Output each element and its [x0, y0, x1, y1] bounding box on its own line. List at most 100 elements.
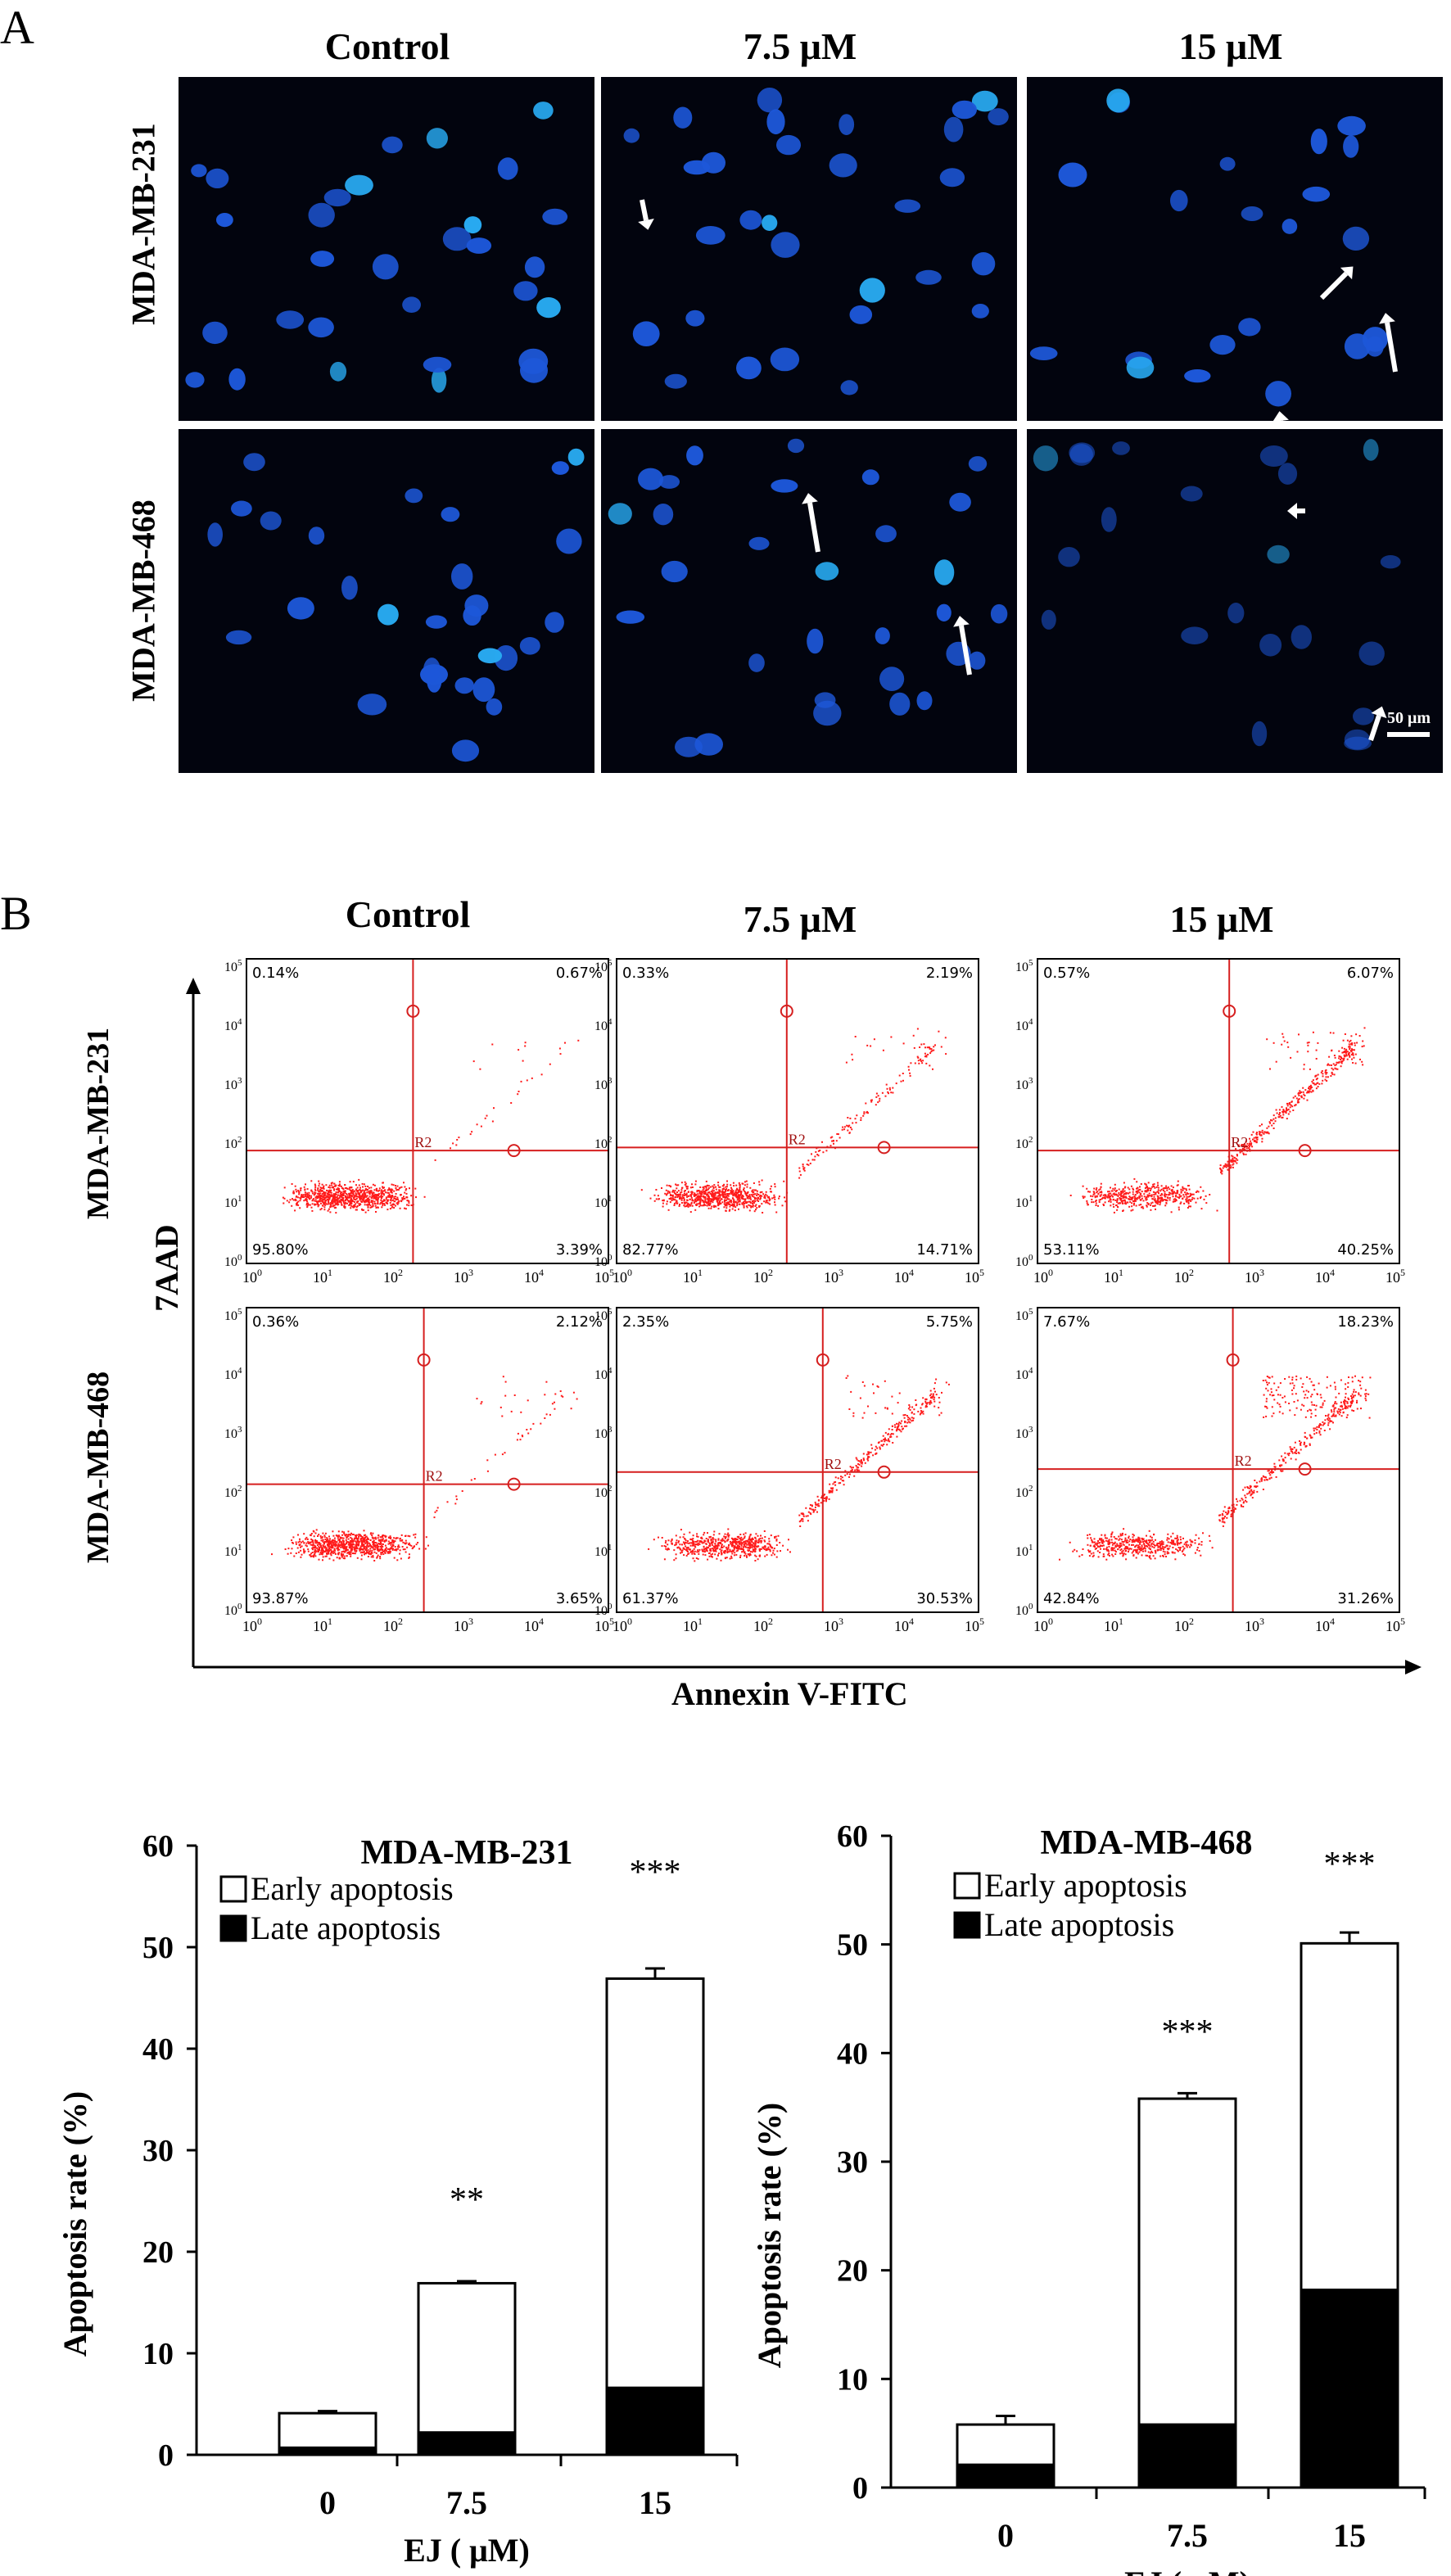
panel-b-letter: B — [0, 887, 32, 940]
bar-early — [278, 2411, 377, 2449]
quadrant-label-ul: 0.57% — [1043, 965, 1091, 982]
panel-a-col-15: 15 μM — [1178, 25, 1283, 67]
gate-handle — [780, 1004, 793, 1018]
x-tick-label: 15 — [1333, 2517, 1366, 2554]
significance-marker: *** — [1162, 2013, 1214, 2051]
bar-late — [1300, 2289, 1399, 2489]
flow-x-axis-title: Annexin V-FITC — [671, 1675, 908, 1712]
quadrant-label-ll: 42.84% — [1043, 1590, 1100, 1607]
gate-handle — [507, 1477, 521, 1491]
legend-label: Early apoptosis — [251, 1870, 454, 1907]
gate-handle — [1298, 1144, 1312, 1158]
quadrant-label-ll: 82.77% — [622, 1241, 679, 1259]
quadrant-label-lr: 30.53% — [916, 1590, 973, 1607]
y-tick-label: 30 — [142, 2134, 174, 2168]
quadrant-label-ul: 0.33% — [622, 965, 670, 982]
y-tick-label: 40 — [142, 2032, 174, 2067]
chart-title: MDA-MB-231 — [361, 1834, 573, 1872]
x-tick-label: 15 — [639, 2484, 671, 2521]
quadrant-label-lr: 3.39% — [555, 1241, 603, 1259]
quadrant-label-ul: 0.36% — [252, 1313, 300, 1331]
y-tick-label: 40 — [837, 2036, 868, 2071]
gate-label: R2 — [1231, 1134, 1248, 1150]
legend-swatch — [953, 1872, 981, 1900]
y-tick-label: 0 — [158, 2438, 174, 2473]
y-tick-label: 50 — [837, 1928, 868, 1963]
micrograph-r1-c0 — [179, 429, 594, 773]
panel-a-col-control: Control — [324, 25, 450, 67]
quadrant-label-ul: 7.67% — [1043, 1313, 1091, 1331]
micrograph-r0-c0 — [179, 77, 594, 421]
gate-handle — [877, 1141, 891, 1155]
y-tick-label: 10 — [142, 2337, 174, 2371]
quadrant-label-ur: 2.12% — [555, 1313, 603, 1331]
gate-handle — [877, 1465, 891, 1479]
significance-marker: *** — [1324, 1846, 1376, 1883]
micrograph-r1-c1 — [601, 429, 1017, 773]
panel-b-col-15: 15 μM — [1169, 898, 1274, 940]
bar-late — [417, 2431, 517, 2456]
quadrant-label-ur: 0.67% — [555, 965, 603, 982]
quadrant-label-ur: 18.23% — [1337, 1313, 1394, 1331]
panel-a-letter: A — [0, 1, 34, 54]
scale-bar-label: 50 μm — [1387, 709, 1431, 727]
legend-label: Late apoptosis — [984, 1906, 1174, 1943]
bar-late — [956, 2463, 1055, 2489]
legend-swatch — [219, 1875, 247, 1903]
gate-handle — [1298, 1462, 1312, 1476]
y-axis-title: Apoptosis rate (%) — [57, 2091, 93, 2357]
quadrant-label-lr: 31.26% — [1337, 1590, 1394, 1607]
bar-late — [1137, 2423, 1237, 2489]
gate-handle — [417, 1353, 431, 1367]
legend-label: Early apoptosis — [984, 1867, 1187, 1904]
y-tick-label: 20 — [142, 2235, 174, 2270]
quadrant-label-ll: 53.11% — [1043, 1241, 1100, 1259]
quadrant-label-ul: 0.14% — [252, 965, 300, 982]
y-tick-label: 50 — [142, 1931, 174, 1965]
quadrant-label-ll: 93.87% — [252, 1590, 309, 1607]
bar-early — [417, 2281, 517, 2434]
x-tick-label: 7.5 — [1167, 2517, 1208, 2554]
y-tick-label: 30 — [837, 2145, 868, 2180]
flow-plot-r1-c2: R2 100 100 101 101 102 102 103 103 104 104 105 105 7.… — [1015, 1307, 1405, 1634]
y-tick-label: 10 — [837, 2362, 868, 2397]
legend-swatch — [219, 1914, 247, 1942]
quadrant-label-lr: 40.25% — [1337, 1241, 1394, 1259]
y-tick-label: 0 — [852, 2471, 868, 2506]
y-tick-label: 20 — [837, 2254, 868, 2289]
flow-plot-r0-c0: R2 100 100 101 101 102 102 103 103 104 104 105 105 0.… — [224, 958, 614, 1286]
x-tick-label: 7.5 — [446, 2484, 487, 2521]
significance-marker: ** — [450, 2181, 484, 2219]
gate-label: R2 — [426, 1468, 443, 1485]
flow-plot-r1-c1: R2 100 100 101 101 102 102 103 103 104 104 105 105 2.… — [594, 1307, 984, 1634]
gate-label: R2 — [1235, 1453, 1252, 1469]
scale-bar — [1387, 732, 1430, 737]
chart-title: MDA-MB-468 — [1041, 1824, 1253, 1862]
gate-handle — [507, 1144, 521, 1158]
gate-label: R2 — [789, 1131, 806, 1147]
gate-label: R2 — [414, 1134, 432, 1150]
quadrant-label-ur: 2.19% — [925, 965, 973, 982]
quadrant-label-ul: 2.35% — [622, 1313, 670, 1331]
flow-plot-r1-c0: R2 100 100 101 101 102 102 103 103 104 104 105 105 0.… — [224, 1307, 614, 1634]
bar-early — [1300, 1941, 1399, 2292]
panel-a-col-7-5: 7.5 μM — [743, 25, 857, 67]
panel-b-col-7-5: 7.5 μM — [743, 898, 857, 940]
gate-label: R2 — [825, 1456, 842, 1472]
x-tick-label: 0 — [997, 2517, 1014, 2554]
y-tick-label: 60 — [837, 1819, 868, 1854]
flow-plot-r0-c1: R2 100 100 101 101 102 102 103 103 104 104 105 105 0.… — [594, 958, 984, 1286]
bar-early — [1137, 2097, 1237, 2426]
gate-handle — [1226, 1353, 1240, 1367]
x-tick-label: 0 — [319, 2484, 336, 2521]
panel-b-col-control: Control — [345, 893, 471, 935]
micrograph-r1-c2: 50 μm — [1027, 429, 1443, 773]
bar-early — [605, 1977, 705, 2389]
x-axis-title: EJ ( μM) — [404, 2532, 530, 2569]
significance-marker: *** — [630, 1854, 681, 1891]
flow-plot-r0-c2: R2 100 100 101 101 102 102 103 103 104 104 105 105 0.… — [1015, 958, 1405, 1286]
bar-early — [956, 2423, 1055, 2466]
y-axis-title: Apoptosis rate (%) — [751, 2103, 788, 2368]
quadrant-label-ur: 6.07% — [1346, 965, 1394, 982]
